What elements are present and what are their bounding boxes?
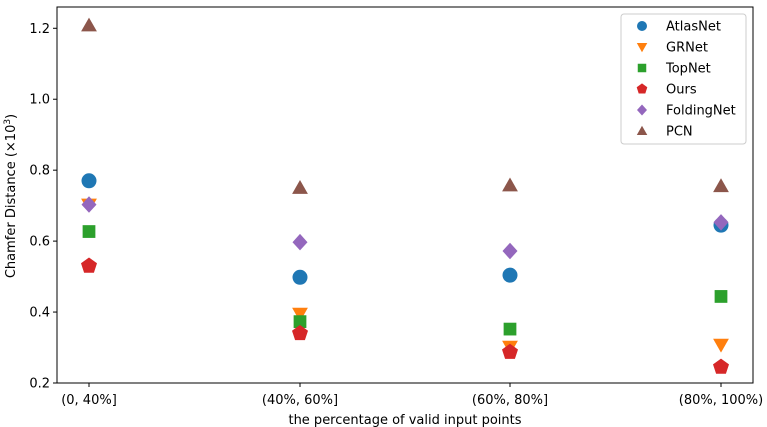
legend-label-grnet: GRNet: [666, 41, 708, 56]
point-grnet: [292, 307, 308, 322]
legend-label-pcn: PCN: [666, 125, 693, 140]
x-axis-label: the percentage of valid input points: [288, 413, 521, 427]
point-atlasnet: [502, 267, 518, 283]
legend-marker-topnet: [637, 63, 647, 73]
x-tick-label: (80%, 100%): [679, 393, 763, 408]
legend-marker-atlasnet: [637, 21, 647, 31]
point-ours: [713, 358, 729, 374]
point-ours: [292, 324, 308, 341]
point-pcn: [713, 178, 729, 193]
y-tick-label: 0.2: [29, 377, 50, 392]
legend-label-atlasnet: AtlasNet: [666, 20, 721, 35]
point-pcn: [292, 180, 308, 194]
point-topnet: [714, 290, 728, 303]
point-atlasnet: [81, 173, 97, 189]
point-topnet: [293, 315, 307, 329]
point-ours: [81, 257, 97, 273]
point-topnet: [503, 322, 517, 336]
legend-marker-ours: [636, 83, 648, 94]
y-tick-label: 0.4: [29, 306, 50, 321]
legend-label-topnet: TopNet: [665, 62, 711, 77]
y-axis-label-superscript: 3: [3, 119, 13, 125]
x-tick-label: (60%, 80%]: [472, 393, 548, 408]
point-foldingnet: [292, 233, 308, 251]
x-axis: (0, 40%] (40%, 60%] (60%, 80%] (80%, 100%): [61, 383, 763, 408]
data-points: [81, 17, 729, 374]
point-foldingnet: [81, 196, 97, 213]
x-tick-label: (0, 40%]: [61, 393, 117, 408]
y-tick-label: 1.2: [29, 22, 50, 37]
point-pcn: [502, 177, 518, 192]
point-grnet: [713, 338, 729, 353]
legend-label-ours: Ours: [666, 83, 697, 98]
point-atlasnet: [292, 269, 308, 285]
legend-marker-foldingnet: [637, 104, 647, 116]
point-foldingnet: [713, 214, 729, 231]
legend-marker-pcn: [636, 125, 648, 135]
point-foldingnet: [502, 242, 518, 260]
y-tick-label: 0.6: [29, 235, 50, 250]
point-topnet: [82, 225, 96, 238]
point-ours: [502, 343, 518, 359]
legend-marker-grnet: [636, 43, 648, 53]
legend-box: [620, 13, 747, 145]
legend-label-foldingnet: FoldingNet: [666, 104, 736, 119]
legend: AtlasNet GRNet TopNet Ours FoldingNet PCN: [620, 13, 747, 145]
y-tick-label: 1.0: [29, 93, 50, 108]
point-pcn: [81, 17, 97, 32]
x-tick-label: (40%, 60%]: [262, 393, 338, 408]
y-tick-label: 0.8: [29, 164, 50, 179]
y-axis-label: Chamfer Distance (×103): [3, 114, 19, 278]
y-axis: 0.2 0.4 0.6 0.8 1.0 1.2: [29, 22, 57, 392]
